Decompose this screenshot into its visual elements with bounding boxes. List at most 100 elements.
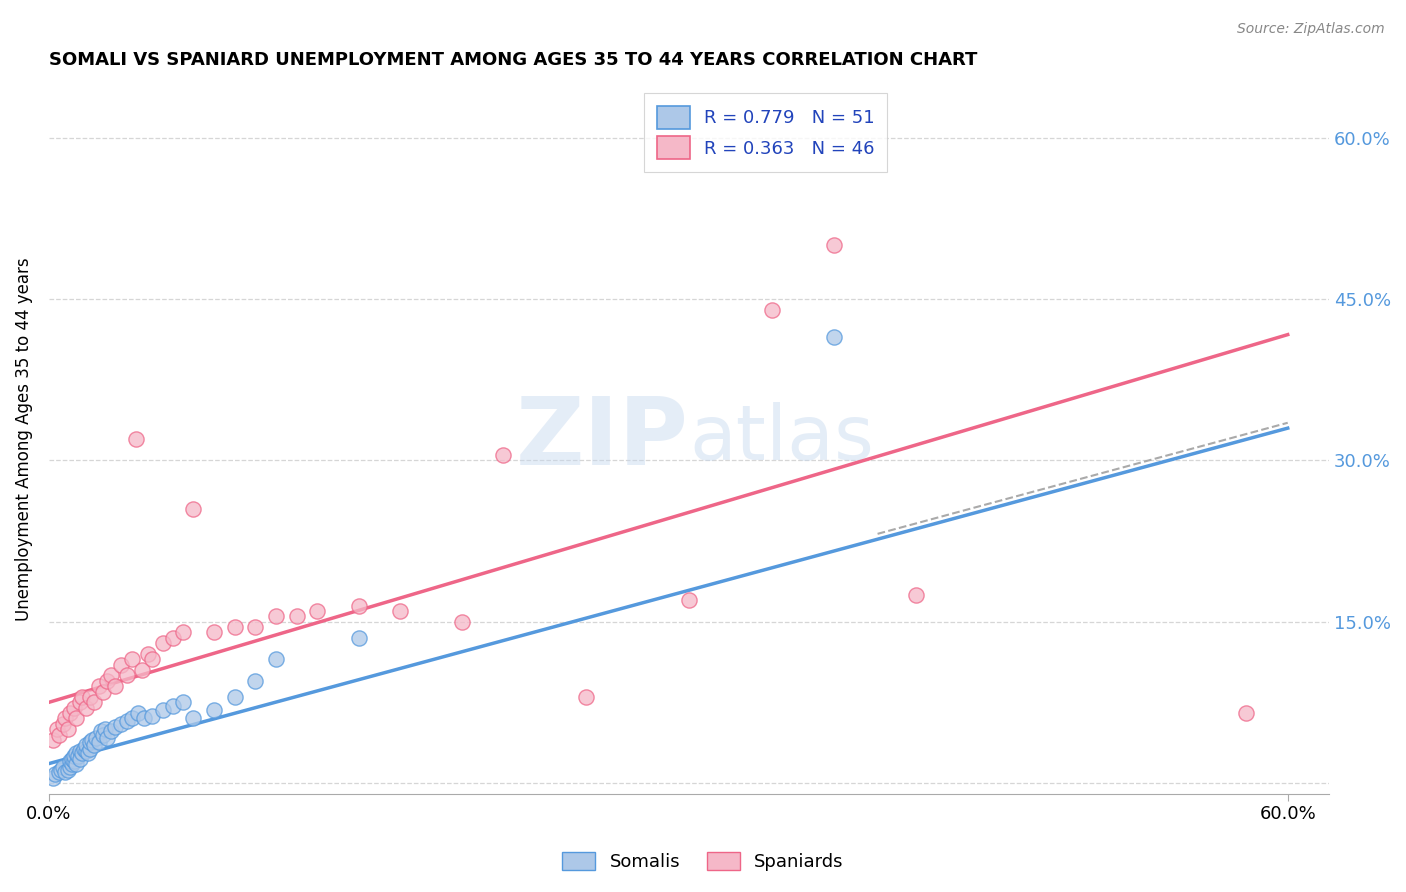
Point [100, 724, 122, 739]
Point [75, 744, 97, 758]
Point [162, 631, 184, 645]
Point [141, 652, 163, 666]
Point [59, 755, 82, 769]
Point [761, 302, 783, 317]
Point [131, 663, 153, 677]
Point [90, 724, 112, 739]
Point [823, 238, 845, 252]
Point [104, 679, 127, 693]
Point [79, 735, 101, 749]
Point [65, 756, 87, 771]
Point [347, 631, 370, 645]
Point [77, 746, 100, 760]
Point [110, 716, 132, 731]
Point [121, 652, 143, 666]
Point [87, 735, 110, 749]
Text: SOMALI VS SPANIARD UNEMPLOYMENT AMONG AGES 35 TO 44 YEARS CORRELATION CHART: SOMALI VS SPANIARD UNEMPLOYMENT AMONG AG… [49, 51, 977, 69]
Point [83, 695, 105, 709]
Point [245, 673, 267, 688]
Point [66, 749, 89, 764]
Point [224, 690, 246, 704]
Point [70, 746, 93, 760]
Point [104, 720, 127, 734]
Point [73, 741, 96, 756]
Point [82, 733, 104, 747]
Point [202, 703, 225, 717]
Text: ZIP: ZIP [516, 392, 689, 485]
Point [55, 765, 77, 780]
Point [79, 690, 101, 704]
Point [62, 749, 84, 764]
Point [56, 722, 79, 736]
Point [51, 763, 73, 777]
Point [492, 448, 515, 462]
Y-axis label: Unemployment Among Ages 35 to 44 years: Unemployment Among Ages 35 to 44 years [15, 257, 32, 621]
Point [127, 706, 149, 720]
Point [117, 714, 139, 728]
Point [388, 604, 411, 618]
Point [44, 767, 66, 781]
Point [70, 690, 93, 704]
Point [172, 625, 194, 640]
Point [69, 695, 91, 709]
Point [91, 727, 114, 741]
Legend: Somalis, Spaniards: Somalis, Spaniards [555, 845, 851, 879]
Point [132, 711, 155, 725]
Point [59, 760, 82, 774]
Point [79, 741, 101, 756]
Point [46, 722, 69, 736]
Point [183, 711, 205, 725]
Point [52, 716, 75, 731]
Point [141, 709, 163, 723]
Point [100, 668, 122, 682]
Point [91, 684, 114, 698]
Point [172, 695, 194, 709]
Point [121, 711, 143, 725]
Point [823, 330, 845, 344]
Point [96, 673, 118, 688]
Point [69, 744, 91, 758]
Point [202, 625, 225, 640]
Point [55, 711, 77, 725]
Text: atlas: atlas [689, 402, 875, 476]
Point [307, 604, 329, 618]
Point [42, 771, 65, 785]
Point [1236, 706, 1258, 720]
Point [264, 652, 287, 666]
Point [56, 763, 79, 777]
Point [678, 593, 700, 607]
Point [347, 599, 370, 613]
Point [162, 698, 184, 713]
Point [69, 752, 91, 766]
Point [48, 765, 70, 780]
Point [86, 731, 108, 745]
Point [75, 700, 97, 714]
Point [75, 739, 97, 753]
Point [905, 588, 928, 602]
Text: Source: ZipAtlas.com: Source: ZipAtlas.com [1237, 22, 1385, 37]
Point [87, 679, 110, 693]
Point [48, 727, 70, 741]
Point [62, 755, 84, 769]
Point [60, 752, 83, 766]
Point [224, 620, 246, 634]
Point [96, 731, 118, 745]
Point [59, 706, 82, 720]
Point [245, 620, 267, 634]
Point [52, 760, 75, 774]
Point [60, 756, 83, 771]
Point [152, 636, 174, 650]
Point [125, 432, 148, 446]
Point [575, 690, 598, 704]
Legend: R = 0.779   N = 51, R = 0.363   N = 46: R = 0.779 N = 51, R = 0.363 N = 46 [644, 93, 887, 172]
Point [285, 609, 308, 624]
Point [110, 657, 132, 672]
Point [93, 722, 115, 736]
Point [117, 668, 139, 682]
Point [264, 609, 287, 624]
Point [136, 647, 159, 661]
Point [152, 703, 174, 717]
Point [83, 739, 105, 753]
Point [42, 733, 65, 747]
Point [65, 746, 87, 760]
